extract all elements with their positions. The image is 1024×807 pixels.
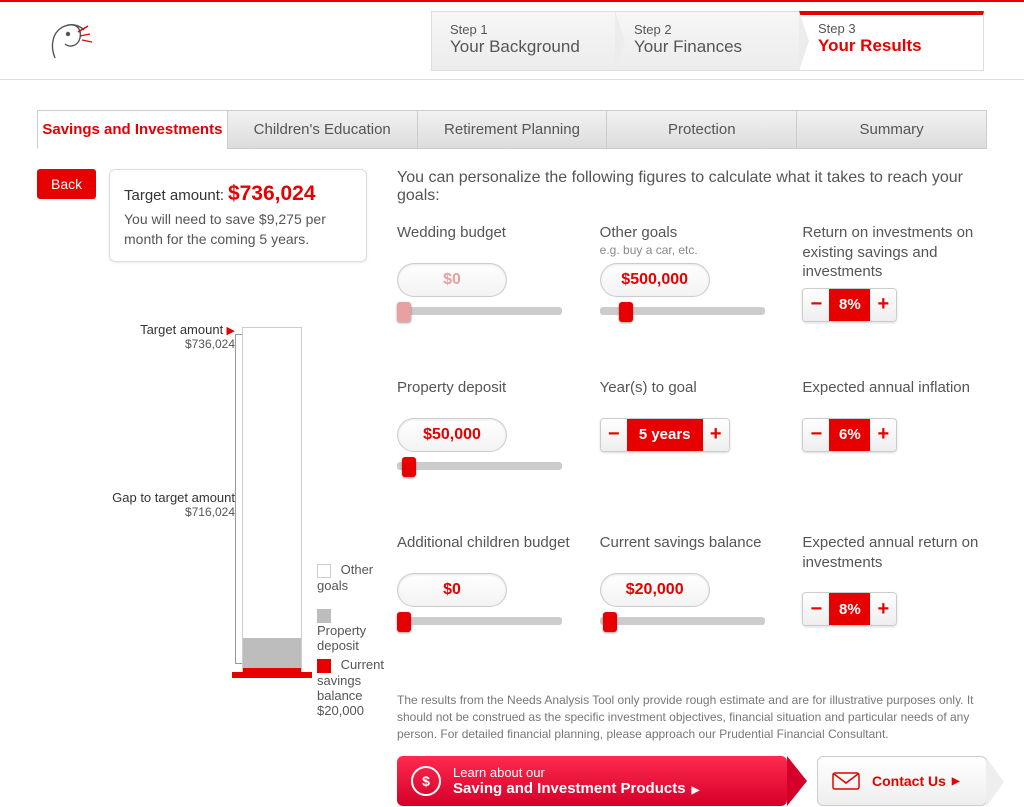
header: Step 1 Your Background Step 2 Your Finan… bbox=[0, 2, 1024, 80]
roi-stepper[interactable]: − 8% + bbox=[802, 288, 897, 322]
expected-return-stepper[interactable]: − 8% + bbox=[802, 592, 897, 626]
arrow-icon: ▶ bbox=[952, 776, 960, 787]
step-results[interactable]: Step 3 Your Results bbox=[799, 11, 984, 71]
arrow-icon: ▶ bbox=[227, 325, 235, 337]
chart-target-value: $736,024 bbox=[185, 337, 235, 351]
step-background[interactable]: Step 1 Your Background bbox=[431, 11, 616, 71]
step-num: Step 1 bbox=[450, 22, 597, 37]
target-chart: Target amount ▶ $736,024 Gap to target a… bbox=[37, 322, 377, 712]
bar-other-goals bbox=[243, 328, 301, 638]
inflation-stepper[interactable]: − 6% + bbox=[802, 418, 897, 452]
property-label: Property deposit bbox=[397, 378, 582, 398]
years-value: 5 years bbox=[627, 419, 703, 451]
wedding-label: Wedding budget bbox=[397, 223, 582, 243]
bar-property bbox=[243, 638, 301, 668]
wedding-value[interactable]: $0 bbox=[397, 263, 507, 297]
tab-education[interactable]: Children's Education bbox=[227, 110, 418, 149]
legend-swatch bbox=[317, 609, 331, 623]
back-button[interactable]: Back bbox=[37, 169, 96, 199]
dollar-icon: $ bbox=[411, 766, 441, 796]
chart-target-title: Target amount bbox=[140, 322, 223, 337]
target-description: You will need to save $9,275 per month f… bbox=[124, 210, 352, 249]
step-num: Step 2 bbox=[634, 22, 781, 37]
disclaimer-text: The results from the Needs Analysis Tool… bbox=[397, 692, 987, 742]
tab-protection[interactable]: Protection bbox=[606, 110, 797, 149]
plus-button[interactable]: + bbox=[703, 419, 729, 451]
years-label: Year(s) to goal bbox=[600, 378, 785, 398]
intro-text: You can personalize the following figure… bbox=[397, 169, 987, 205]
contact-us-button[interactable]: Contact Us ▶ bbox=[817, 756, 987, 806]
baseline-marker bbox=[232, 672, 312, 678]
other-label: Other goals bbox=[600, 223, 785, 243]
chart-gap-title: Gap to target amount bbox=[112, 490, 235, 505]
roi-label: Return on investments on existing saving… bbox=[802, 223, 987, 282]
minus-button[interactable]: − bbox=[601, 419, 627, 451]
legend-value: $20,000 bbox=[317, 703, 364, 718]
legend-swatch bbox=[317, 564, 331, 578]
tabs: Savings and Investments Children's Educa… bbox=[37, 110, 987, 149]
inflation-label: Expected annual inflation bbox=[802, 378, 987, 398]
other-value[interactable]: $500,000 bbox=[600, 263, 710, 297]
arrow-icon: ▶ bbox=[692, 785, 700, 796]
minus-button[interactable]: − bbox=[803, 289, 829, 321]
target-summary-card: Target amount: $736,024 You will need to… bbox=[109, 169, 367, 262]
children-label: Additional children budget bbox=[397, 533, 582, 553]
savings-value[interactable]: $20,000 bbox=[600, 573, 710, 607]
other-slider[interactable] bbox=[600, 307, 765, 315]
savings-label: Current savings balance bbox=[600, 533, 785, 553]
step-title: Your Results bbox=[818, 36, 965, 56]
minus-button[interactable]: − bbox=[803, 419, 829, 451]
wedding-slider[interactable] bbox=[397, 307, 562, 315]
legend-label: Property deposit bbox=[317, 623, 366, 653]
stepper-nav: Step 1 Your Background Step 2 Your Finan… bbox=[431, 11, 984, 71]
savings-slider[interactable] bbox=[600, 617, 765, 625]
contact-label: Contact Us bbox=[872, 773, 946, 789]
children-slider[interactable] bbox=[397, 617, 562, 625]
plus-button[interactable]: + bbox=[870, 593, 896, 625]
target-label: Target amount: bbox=[124, 187, 224, 204]
step-title: Your Finances bbox=[634, 37, 781, 57]
learn-products-button[interactable]: $ Learn about our Saving and Investment … bbox=[397, 756, 787, 806]
mail-icon bbox=[832, 772, 860, 790]
cta-line2: Saving and Investment Products bbox=[453, 780, 686, 797]
minus-button[interactable]: − bbox=[803, 593, 829, 625]
expected-return-label: Expected annual return on investments bbox=[802, 533, 987, 572]
property-slider[interactable] bbox=[397, 462, 562, 470]
years-stepper[interactable]: − 5 years + bbox=[600, 418, 730, 452]
plus-button[interactable]: + bbox=[870, 289, 896, 321]
target-amount: $736,024 bbox=[228, 182, 316, 205]
inflation-value: 6% bbox=[829, 419, 870, 451]
logo-icon bbox=[40, 16, 100, 66]
roi-value: 8% bbox=[829, 289, 870, 321]
children-value[interactable]: $0 bbox=[397, 573, 507, 607]
plus-button[interactable]: + bbox=[870, 419, 896, 451]
other-sublabel: e.g. buy a car, etc. bbox=[600, 243, 785, 257]
chart-gap-value: $716,024 bbox=[185, 505, 235, 519]
tab-retirement[interactable]: Retirement Planning bbox=[417, 110, 608, 149]
step-title: Your Background bbox=[450, 37, 597, 57]
expected-return-value: 8% bbox=[829, 593, 870, 625]
tab-summary[interactable]: Summary bbox=[796, 110, 987, 149]
legend-swatch bbox=[317, 659, 331, 673]
step-num: Step 3 bbox=[818, 21, 965, 36]
tab-savings[interactable]: Savings and Investments bbox=[37, 110, 228, 149]
property-value[interactable]: $50,000 bbox=[397, 418, 507, 452]
stacked-bar bbox=[242, 327, 302, 677]
step-finances[interactable]: Step 2 Your Finances bbox=[615, 11, 800, 71]
